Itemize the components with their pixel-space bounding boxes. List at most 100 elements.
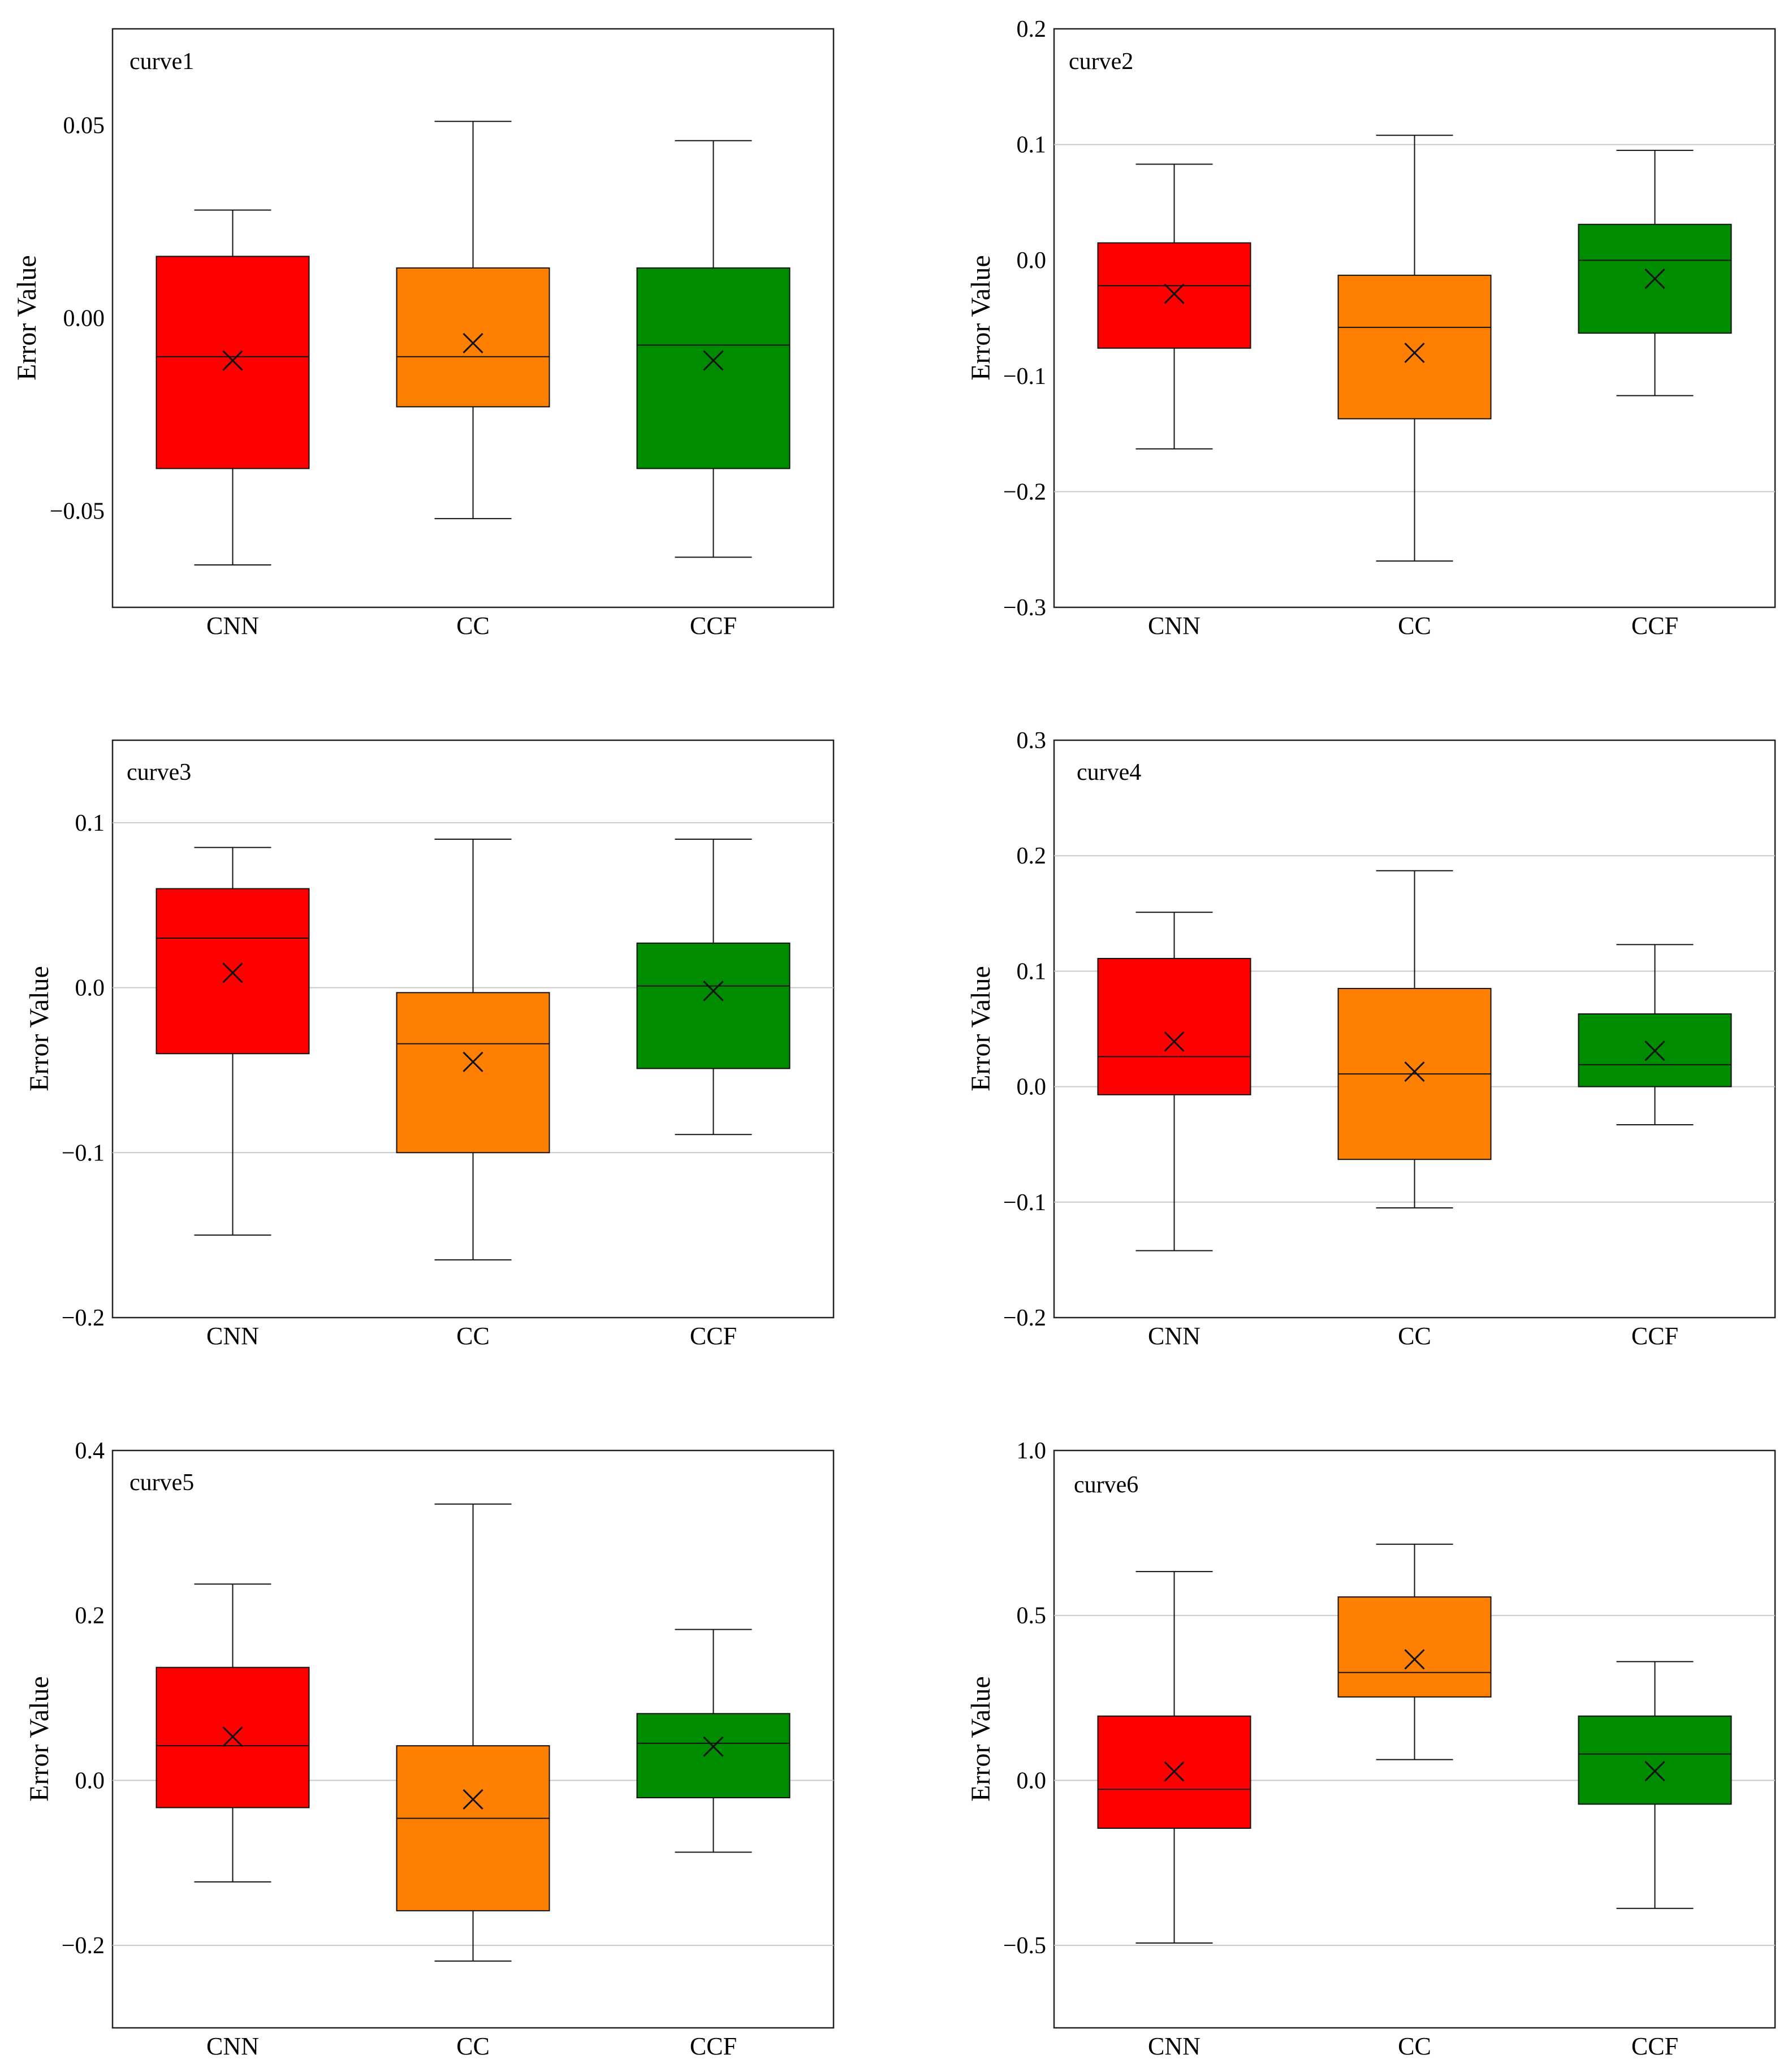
mean-marker xyxy=(1644,268,1665,289)
x-category-label: CCF xyxy=(690,1322,737,1350)
y-tick-label: 0.3 xyxy=(1017,728,1047,754)
mean-marker xyxy=(222,350,243,371)
iqr-box xyxy=(156,888,310,1055)
y-tick-label: 0.1 xyxy=(1017,132,1047,158)
iqr-box xyxy=(396,1745,550,1911)
iqr-box xyxy=(396,992,550,1154)
x-category-label: CNN xyxy=(206,612,259,640)
box-ccf xyxy=(636,140,791,558)
y-tick-label: −0.3 xyxy=(1003,595,1046,621)
mean-marker xyxy=(1404,342,1425,363)
x-category-label: CNN xyxy=(1148,2032,1201,2060)
iqr-box xyxy=(1097,242,1251,349)
plot-frame xyxy=(111,1449,835,2029)
panel-title: curve5 xyxy=(129,1470,194,1496)
box-cnn xyxy=(1097,163,1251,450)
y-tick-label: −0.2 xyxy=(1003,479,1046,505)
iqr-box xyxy=(1337,274,1492,420)
box-cnn xyxy=(1097,1571,1251,1944)
box-ccf xyxy=(636,1629,791,1853)
y-tick-label: −0.1 xyxy=(62,1140,105,1166)
panel-curve1: curve1 Error Value −0.05 0.00 0.05 CNN CC CCF xyxy=(12,28,835,640)
y-tick-label: −0.2 xyxy=(62,1305,105,1331)
plot-frame xyxy=(1053,739,1776,1319)
iqr-box xyxy=(636,1713,791,1799)
panel-curve6: curve6 Error Value −0.5 0.0 0.5 1.0 CNN CC CCF xyxy=(966,1438,1776,2060)
mean-marker xyxy=(1164,283,1185,304)
y-tick-label: 0.4 xyxy=(75,1438,105,1464)
plot-layer xyxy=(1054,1543,1775,1946)
y-axis-label: Error Value xyxy=(966,1676,996,1802)
y-tick-label: 0.05 xyxy=(63,113,105,139)
iqr-box xyxy=(1097,957,1251,1095)
mean-marker xyxy=(222,1726,243,1747)
x-category-label: CNN xyxy=(206,2032,259,2060)
plot-layer xyxy=(113,822,834,1260)
panel-title: curve1 xyxy=(129,49,194,75)
x-category-label: CNN xyxy=(206,1322,259,1350)
panel-curve5: curve5 Error Value −0.2 0.0 0.2 0.4 CNN CC CCF xyxy=(24,1438,835,2060)
y-axis-label: Error Value xyxy=(24,1676,54,1802)
mean-marker xyxy=(222,962,243,983)
mean-marker xyxy=(703,1736,724,1757)
x-category-label: CCF xyxy=(1631,2032,1678,2060)
plot-layer xyxy=(1054,135,1775,562)
iqr-box xyxy=(156,256,310,469)
plot-layer xyxy=(1054,855,1775,1251)
panel-title: curve4 xyxy=(1077,759,1141,785)
y-tick-label: −0.1 xyxy=(1003,1190,1046,1216)
y-tick-label: −0.2 xyxy=(1003,1305,1046,1331)
box-cc xyxy=(1337,1543,1492,1760)
y-axis-label: Error Value xyxy=(24,966,54,1091)
x-category-label: CCF xyxy=(1631,1322,1678,1350)
box-ccf xyxy=(636,839,791,1136)
mean-marker xyxy=(1644,1041,1665,1061)
y-tick-label: −0.05 xyxy=(50,499,105,525)
box-cnn xyxy=(156,209,310,565)
mean-marker xyxy=(1644,1761,1665,1782)
y-tick-label: −0.5 xyxy=(1003,1933,1046,1959)
y-tick-label: 0.0 xyxy=(75,1768,105,1794)
box-cc xyxy=(1337,870,1492,1209)
box-cnn xyxy=(156,1583,310,1883)
y-axis-label: Error Value xyxy=(966,966,996,1091)
x-category-label: CCF xyxy=(1631,612,1678,640)
y-tick-label: 0.0 xyxy=(1017,1768,1047,1794)
y-tick-label: 0.1 xyxy=(75,810,105,836)
plot-frame xyxy=(111,739,835,1319)
mean-marker xyxy=(1164,1761,1185,1782)
x-category-label: CCF xyxy=(690,2032,737,2060)
panel-title: curve2 xyxy=(1069,49,1133,75)
panel-curve2: curve2 Error Value −0.3 −0.2 −0.1 0.0 0.1 0.2… xyxy=(966,16,1776,640)
mean-marker xyxy=(1404,1061,1425,1082)
mean-marker xyxy=(463,333,483,353)
plot-layer xyxy=(156,120,791,565)
plot-frame xyxy=(111,28,835,608)
panel-curve4: curve4 Error Value −0.2 −0.1 0.0 0.1 0.2 0.3 C… xyxy=(966,728,1776,1350)
y-tick-label: 0.0 xyxy=(1017,248,1047,274)
iqr-box xyxy=(1578,1715,1732,1805)
y-tick-label: 0.1 xyxy=(1017,959,1047,985)
y-tick-label: 0.0 xyxy=(75,975,105,1001)
mean-marker xyxy=(703,981,724,1001)
box-ccf xyxy=(1578,1661,1732,1909)
plot-frame xyxy=(1053,28,1776,608)
mean-marker xyxy=(1164,1031,1185,1052)
box-ccf xyxy=(1578,944,1732,1125)
x-category-label: CC xyxy=(1398,612,1431,640)
y-axis-label: Error Value xyxy=(966,255,996,381)
iqr-box xyxy=(396,267,550,408)
panel-curve3: curve3 Error Value −0.2 −0.1 0.0 0.1 CNN CC CC… xyxy=(24,739,835,1350)
y-tick-label: 0.00 xyxy=(63,306,105,332)
y-tick-label: −0.2 xyxy=(62,1933,105,1959)
box-cc xyxy=(1337,135,1492,562)
mean-marker xyxy=(1404,1649,1425,1670)
x-category-label: CNN xyxy=(1148,1322,1201,1350)
x-category-label: CC xyxy=(1398,2032,1431,2060)
box-cnn xyxy=(156,847,310,1236)
box-cc xyxy=(396,839,550,1260)
y-tick-label: 1.0 xyxy=(1017,1438,1047,1464)
y-tick-label: 0.5 xyxy=(1017,1603,1047,1629)
iqr-box xyxy=(636,267,791,469)
